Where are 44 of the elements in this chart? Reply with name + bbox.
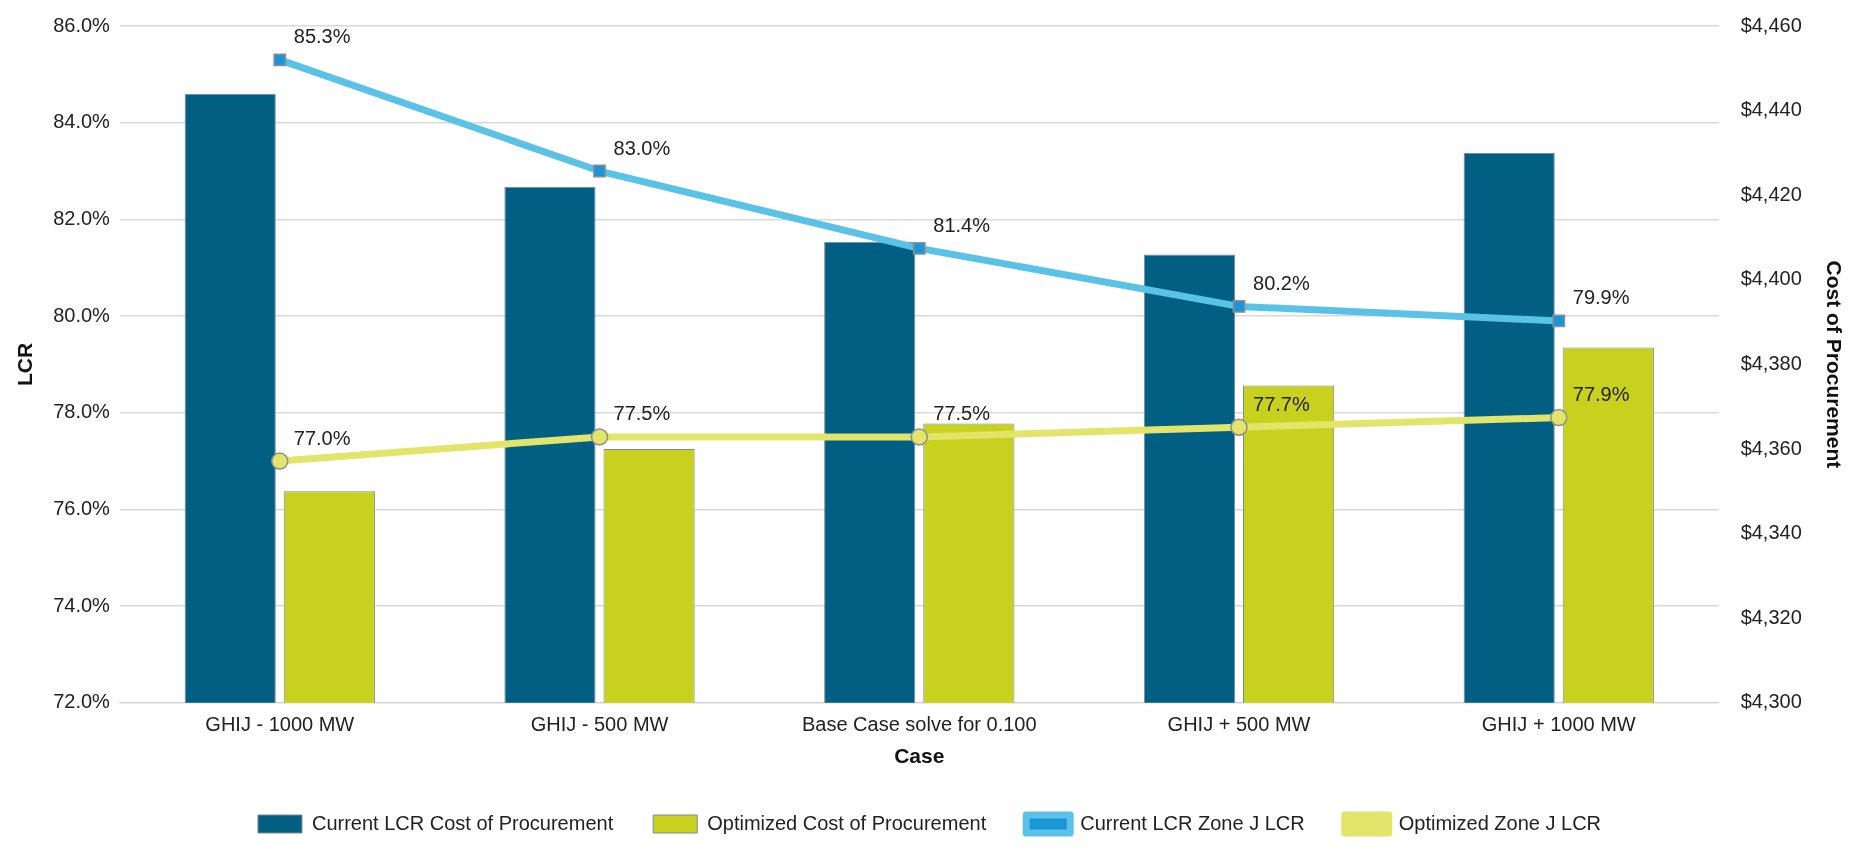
data-label: 79.9% [1572, 286, 1630, 309]
legend-label: Optimized Zone J LCR [1398, 811, 1602, 834]
y-tick-label: 78.0% [53, 400, 111, 423]
legend-label: Current LCR Zone J LCR [1080, 811, 1305, 834]
point [1230, 418, 1248, 436]
y-tick-label: 72.0% [53, 690, 111, 713]
point [590, 428, 609, 446]
data-label: 77.9% [1572, 383, 1630, 406]
y-tick-label: 84.0% [53, 110, 111, 133]
data-label: 81.4% [933, 213, 991, 236]
x-tick-label: GHIJ - 500 MW [530, 713, 669, 736]
point [271, 452, 289, 470]
y2-tick-label: $4,320 [1740, 605, 1802, 628]
data-label: 77.5% [613, 402, 671, 425]
y2-tick-label: $4,300 [1740, 690, 1802, 713]
y2-tick-label: $4,360 [1740, 436, 1802, 459]
y-tick-label: 76.0% [53, 496, 111, 519]
y-axis-title: LCR [13, 342, 37, 386]
y2-tick-label: $4,440 [1740, 98, 1802, 121]
data-label: 77.5% [933, 402, 991, 425]
x-tick-label: GHIJ - 1000 MW [205, 713, 355, 736]
x-tick-label: GHIJ + 1000 MW [1481, 713, 1636, 736]
y2-tick-label: $4,460 [1740, 13, 1802, 36]
point [1550, 408, 1568, 427]
data-label: 80.2% [1253, 271, 1310, 294]
y2-axis-title: Cost of Procurement [1822, 260, 1846, 469]
y-tick-label: 74.0% [53, 593, 111, 616]
x-tick-label: GHIJ + 500 MW [1167, 713, 1311, 736]
y-tick-label: 86.0% [53, 13, 111, 36]
x-axis-title: Case [894, 744, 945, 768]
data-label: 77.0% [293, 426, 351, 449]
x-tick-label: Base Case solve for 0.100 [801, 713, 1037, 736]
legend-label: Optimized Cost of Procurement [707, 811, 987, 834]
y2-tick-label: $4,340 [1740, 521, 1802, 544]
y-tick-label: 80.0% [53, 303, 111, 326]
data-label: 77.7% [1253, 392, 1310, 415]
data-label: 83.0% [613, 136, 671, 159]
data-label: 85.3% [293, 25, 351, 48]
y-tick-label: 82.0% [53, 206, 111, 229]
y2-tick-label: $4,400 [1740, 267, 1802, 290]
legend-label: Current LCR Cost of Procurement [311, 811, 614, 834]
y2-tick-label: $4,420 [1740, 182, 1802, 205]
y2-tick-label: $4,380 [1740, 351, 1802, 374]
point [910, 428, 929, 446]
